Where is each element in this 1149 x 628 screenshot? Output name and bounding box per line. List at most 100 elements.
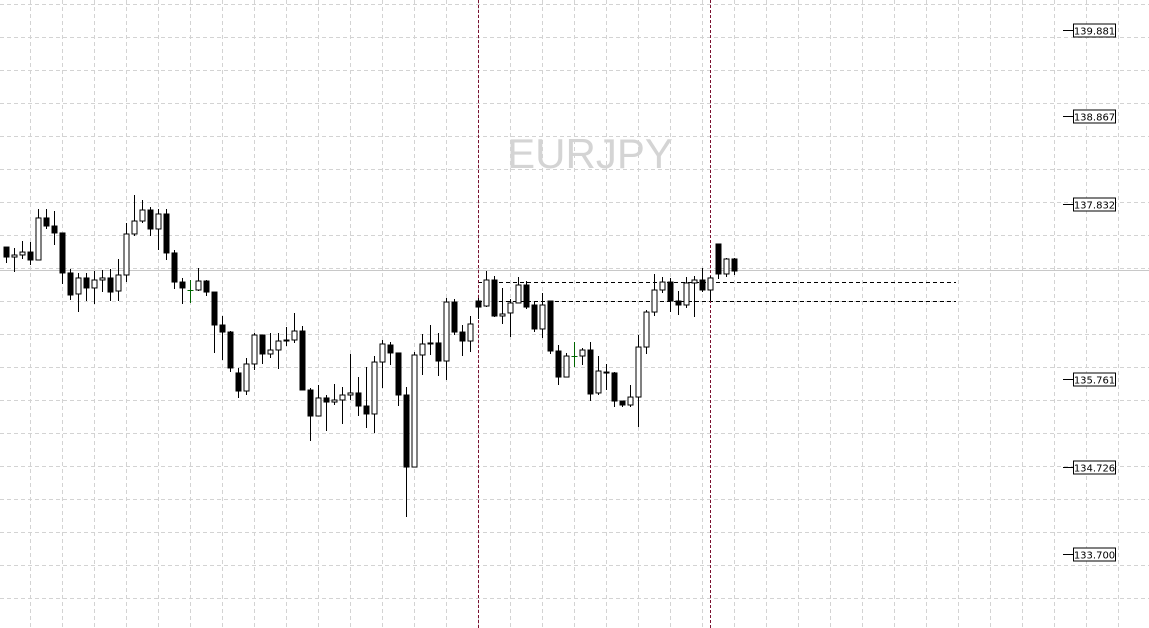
candle <box>539 292 546 338</box>
candle <box>731 257 738 275</box>
candle-body-bear <box>299 330 306 391</box>
candle <box>467 316 474 353</box>
candle-body-bear <box>699 279 706 291</box>
price-label-box <box>1073 460 1116 475</box>
candle-body-bull <box>139 209 146 222</box>
candle-body-bear <box>459 331 466 342</box>
period-separators <box>478 0 711 628</box>
candle-body-bear <box>59 232 66 274</box>
candle <box>491 276 498 318</box>
candle-body-bull <box>75 277 82 295</box>
candle-body-bull <box>515 284 522 304</box>
candle <box>283 327 290 347</box>
price-label-text: 138.867 <box>1074 113 1115 124</box>
candle-body-bull <box>267 349 274 355</box>
price-label-box <box>1073 109 1116 124</box>
candle <box>75 272 82 313</box>
candle-body-bear <box>531 304 538 330</box>
candle <box>507 298 514 338</box>
candle-body-bear <box>107 277 114 293</box>
candle-body-bear <box>451 301 458 333</box>
candle <box>11 247 18 273</box>
candle-body-bull <box>651 289 658 313</box>
candle-body-bull <box>331 399 338 403</box>
candle <box>347 353 354 400</box>
candle <box>43 208 50 229</box>
candle-body-bull <box>131 220 138 235</box>
price-label-text: 139.881 <box>1074 27 1115 38</box>
candle <box>19 241 26 259</box>
candle-body-bull <box>411 354 418 468</box>
candle-body-bear <box>355 392 362 407</box>
price-label: 139.881 <box>1063 23 1116 38</box>
candle <box>443 297 450 380</box>
candle-body-bear <box>219 324 226 333</box>
candle <box>523 281 530 309</box>
candle <box>299 326 306 391</box>
candle <box>571 342 578 368</box>
candle <box>3 246 10 263</box>
candle-body-bull <box>291 330 298 341</box>
candle-body-bull <box>379 343 386 363</box>
candle <box>403 387 410 517</box>
candle <box>499 287 506 324</box>
candle <box>51 211 58 245</box>
candle <box>699 267 706 293</box>
candle-body-bull <box>659 281 666 291</box>
price-label-text: 133.700 <box>1074 551 1115 562</box>
candle-body-bear <box>43 217 50 227</box>
candle-body-bear <box>667 281 674 302</box>
candle <box>179 277 186 304</box>
candle-body-bull <box>595 370 602 394</box>
candle-body-bear <box>363 405 370 415</box>
candle <box>107 268 114 302</box>
price-label: 133.700 <box>1063 547 1116 562</box>
candle-body-bear <box>715 243 722 275</box>
candle <box>315 385 322 417</box>
candle-body-bull <box>507 302 514 314</box>
candle-body-bull <box>627 396 634 406</box>
candle <box>227 331 234 373</box>
candle <box>355 377 362 417</box>
candle <box>387 342 394 365</box>
candle-body-bull <box>539 304 546 330</box>
candle-body-bear <box>603 371 610 374</box>
candle-body-bear <box>547 300 554 352</box>
candle-body-bull <box>35 217 42 261</box>
candle <box>331 383 338 405</box>
candle-body-bull <box>691 279 698 284</box>
candle-body-bull <box>123 233 130 276</box>
candle-body-bull <box>419 343 426 356</box>
candle-body-bull <box>275 340 282 351</box>
candle <box>427 325 434 355</box>
horizontal-levels[interactable] <box>478 282 956 302</box>
price-label-box <box>1073 197 1116 212</box>
candle-body-bear <box>203 280 210 293</box>
candle-body-bear <box>475 300 482 308</box>
candle <box>723 257 730 278</box>
price-axis: 139.881 138.867 137.832 135.761 134.726 133.7… <box>1063 23 1116 562</box>
price-label-box <box>1073 372 1116 387</box>
candle <box>371 356 378 433</box>
candle-body-bull <box>243 363 250 392</box>
candle-body-bull <box>371 361 378 415</box>
candle <box>395 352 402 407</box>
candle <box>675 291 682 315</box>
candle <box>547 300 554 354</box>
candle-body-bull <box>723 258 730 275</box>
candle-body-bear <box>435 342 442 362</box>
candles <box>3 195 738 517</box>
candle <box>603 363 610 390</box>
candle-body-bear <box>307 389 314 417</box>
candle <box>83 272 90 302</box>
candle-body-bear <box>323 397 330 403</box>
candle-body-bear <box>731 258 738 272</box>
candle-body-bear <box>227 331 234 369</box>
symbol-watermark: EURJPY <box>507 130 673 177</box>
candle <box>587 342 594 402</box>
candle-body-bear <box>179 281 186 289</box>
candle-body-bull <box>19 251 26 256</box>
candle-body-bull <box>195 280 202 291</box>
